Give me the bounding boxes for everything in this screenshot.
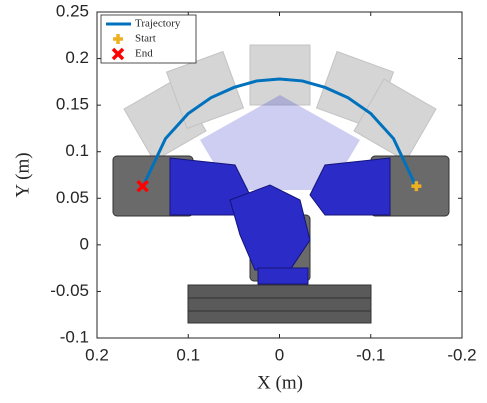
x-tick-label: -0.1 — [356, 345, 385, 364]
legend: Trajectory Start End — [101, 15, 196, 63]
y-tick-label: 0.1 — [65, 141, 89, 160]
chart: Y (m) X (m) 0.2 0.1 0 -0.1 -0.2 -0.1 -0.05 0 0.0… — [0, 0, 487, 403]
y-axis-label: Y (m) — [12, 152, 33, 197]
y-tick-label: -0.05 — [50, 281, 89, 300]
y-tick-label: 0.15 — [56, 95, 89, 114]
x-tick-label: 0.2 — [85, 345, 109, 364]
y-tick-label: 0 — [80, 234, 89, 253]
robot-illustration — [113, 45, 449, 323]
y-tick-label: 0.25 — [56, 1, 89, 20]
x-tick-label: -0.2 — [447, 345, 476, 364]
legend-label: Start — [135, 33, 156, 45]
x-tick-label: 0 — [275, 345, 284, 364]
x-axis-label: X (m) — [257, 372, 303, 393]
legend-label: Trajectory — [135, 18, 181, 30]
x-tick-label: 0.1 — [176, 345, 200, 364]
y-tick-label: 0.05 — [56, 188, 89, 207]
y-tick-label: 0.2 — [65, 48, 89, 67]
legend-label: End — [135, 48, 153, 60]
y-tick-label: -0.1 — [60, 327, 89, 346]
